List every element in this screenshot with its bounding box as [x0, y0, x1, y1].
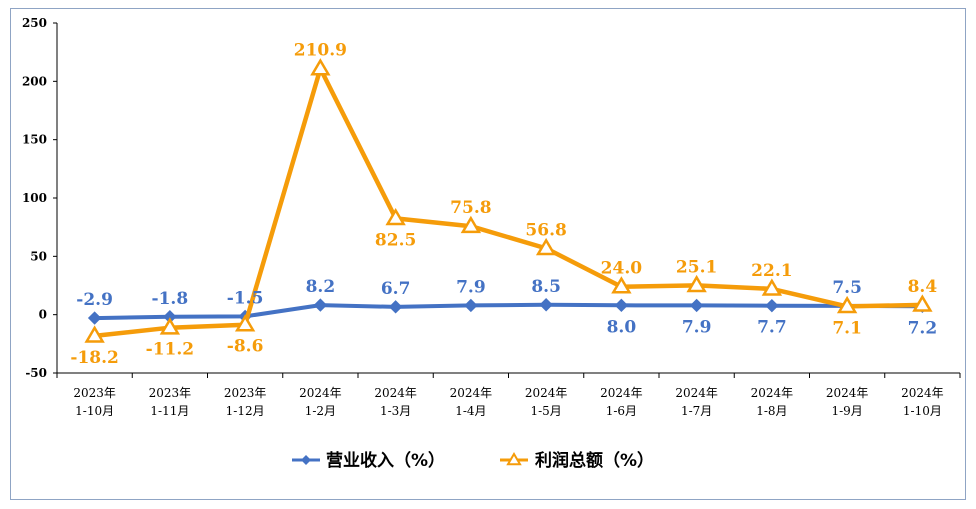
data-label: 24.0: [601, 259, 643, 279]
data-point-marker: [535, 237, 557, 256]
x-tick-label-year: 2024年: [675, 386, 718, 400]
data-label: 8.0: [607, 317, 637, 337]
y-tick-label: 100: [22, 191, 47, 205]
y-tick-label: -50: [25, 366, 47, 380]
data-point-marker: [836, 295, 858, 314]
data-label: -2.9: [76, 290, 113, 310]
x-tick-label-year: 2024年: [600, 386, 643, 400]
data-labels: -2.9 -1.8 -1.5 8.2 6.7 7.9 8.5 8.0 7.9 7.7 7.5 7.2 -…: [70, 41, 937, 368]
data-point-marker: [689, 298, 704, 313]
data-point-marker: [686, 274, 707, 293]
data-label: 22.1: [751, 261, 792, 281]
x-tick-label-period: 1-9月: [831, 404, 862, 418]
x-tick-label-period: 1-3月: [380, 404, 411, 418]
x-tick-label-period: 1-12月: [226, 404, 265, 418]
data-point-marker: [464, 298, 478, 313]
data-point-marker: [310, 58, 331, 76]
x-tick-label-period: 1-7月: [681, 404, 712, 418]
series-line-0: [94, 302, 923, 321]
data-point-marker: [912, 294, 933, 312]
x-tick-label-period: 1-6月: [606, 404, 637, 418]
data-label: 82.5: [375, 230, 416, 250]
x-tick-label-year: 2023年: [73, 386, 116, 400]
y-tick-label: 0: [39, 308, 47, 322]
data-point-marker: [611, 276, 632, 294]
data-label: 7.9: [456, 277, 486, 297]
data-point-marker: [234, 314, 256, 332]
data-label: 8.4: [908, 277, 938, 297]
y-tick-label: 150: [22, 133, 47, 147]
x-tick-label-year: 2023年: [149, 386, 192, 400]
x-tick-label-period: 1-11月: [150, 404, 189, 418]
legend: 营业收入（%） 利润总额（%）: [292, 450, 654, 471]
data-point-marker: [84, 325, 105, 343]
x-tick-label-year: 2024年: [525, 386, 568, 400]
x-tick-label-year: 2023年: [224, 386, 267, 400]
x-tick-label-year: 2024年: [299, 386, 342, 400]
data-label: -8.6: [227, 337, 264, 357]
y-tick-label: 200: [22, 74, 47, 88]
x-tick-label-period: 1-10月: [75, 404, 114, 418]
data-label: 7.5: [832, 278, 862, 298]
series-lines: [84, 58, 933, 343]
x-tick-label-year: 2024年: [826, 386, 869, 400]
x-tick-label-period: 1-5月: [530, 404, 561, 418]
data-point-marker: [388, 300, 403, 314]
data-label: 7.9: [682, 317, 712, 337]
y-tick-label: 50: [30, 249, 47, 263]
data-point-marker: [385, 207, 406, 226]
x-tick-label-year: 2024年: [751, 386, 794, 400]
legend-diamond-icon: [301, 455, 311, 465]
legend-label-1: 利润总额（%）: [535, 450, 654, 471]
x-tick-label-period: 1-8月: [756, 404, 787, 418]
data-point-marker: [460, 215, 482, 234]
x-tick-label-year: 2024年: [901, 386, 944, 400]
data-point-marker: [87, 311, 102, 325]
data-label: 210.9: [294, 41, 347, 61]
x-tick-label-period: 1-10月: [903, 404, 942, 418]
data-label: -18.2: [70, 348, 118, 368]
series-line-1: [94, 66, 923, 339]
data-point-marker: [159, 317, 181, 335]
data-point-marker: [614, 298, 629, 313]
data-point-marker: [765, 298, 779, 313]
y-tick-label: 250: [22, 16, 47, 30]
data-label: 8.5: [531, 277, 561, 297]
data-point-marker: [313, 298, 328, 312]
x-tick-label-period: 1-4月: [455, 404, 486, 418]
data-label: 6.7: [381, 279, 411, 299]
data-label: 7.1: [832, 318, 862, 338]
chart-frame: [10, 8, 966, 500]
data-label: -11.2: [146, 340, 194, 360]
data-label: 75.8: [450, 198, 491, 218]
data-label: 56.8: [525, 220, 566, 240]
data-label: 25.1: [676, 257, 717, 277]
data-label: -1.8: [152, 289, 189, 309]
data-point-marker: [539, 298, 553, 312]
x-tick-label-period: 1-2月: [305, 404, 336, 418]
legend-label-0: 营业收入（%）: [326, 450, 445, 471]
axes: 250 200 150 100 50 0 -50 2023年 1-10月 2023年 1-11月 20…: [22, 16, 961, 418]
legend-triangle-icon: [506, 452, 522, 466]
data-label: 7.2: [908, 318, 938, 338]
data-point-marker: [761, 278, 783, 296]
x-tick-label-year: 2024年: [374, 386, 417, 400]
data-label: 8.2: [306, 277, 336, 297]
data-label: 7.7: [757, 318, 787, 338]
data-label: -1.5: [227, 288, 264, 308]
x-tick-label-year: 2024年: [450, 386, 493, 400]
